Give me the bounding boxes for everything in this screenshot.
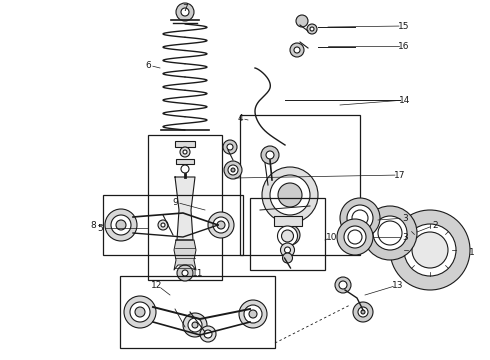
Bar [273,216,301,226]
Circle shape [361,310,365,314]
Circle shape [224,161,242,179]
Text: 15: 15 [398,22,410,31]
Circle shape [183,313,207,337]
Circle shape [244,305,262,323]
Circle shape [286,231,294,239]
Circle shape [277,226,297,246]
Circle shape [358,307,368,317]
Circle shape [335,277,351,293]
Circle shape [281,230,294,242]
Circle shape [266,151,274,159]
Text: 5: 5 [97,224,103,233]
Circle shape [161,223,165,227]
Circle shape [262,167,318,223]
Text: 7: 7 [182,4,188,13]
Bar [120,276,275,348]
Circle shape [188,318,202,332]
Circle shape [135,307,145,317]
Circle shape [204,330,212,338]
Circle shape [290,43,304,57]
Circle shape [177,265,193,281]
Circle shape [280,243,294,257]
Circle shape [310,27,314,31]
Text: 6: 6 [145,60,151,69]
Circle shape [176,3,194,21]
Circle shape [180,147,190,157]
Bar [250,198,325,270]
Circle shape [378,221,402,245]
Bar [148,135,222,280]
Circle shape [228,165,238,175]
Circle shape [116,220,126,230]
Circle shape [249,310,257,318]
Polygon shape [175,177,195,240]
Text: 8: 8 [90,220,96,230]
Circle shape [231,168,235,172]
Text: 4: 4 [237,113,243,122]
Circle shape [347,205,373,231]
Circle shape [130,302,150,322]
Circle shape [239,300,267,328]
Circle shape [278,183,302,207]
Circle shape [390,210,470,290]
Text: 14: 14 [399,95,411,104]
Circle shape [373,216,407,250]
Circle shape [200,326,216,342]
Circle shape [352,210,368,226]
Circle shape [183,150,187,154]
Text: 3: 3 [402,213,408,222]
Text: 1: 1 [469,248,475,257]
Bar [103,195,243,255]
Circle shape [158,220,168,230]
Circle shape [192,322,198,328]
Circle shape [339,281,347,289]
Circle shape [105,209,137,241]
Text: 3: 3 [402,233,408,242]
Circle shape [296,15,308,27]
Circle shape [111,215,131,235]
Circle shape [217,221,225,229]
Circle shape [337,219,373,255]
Circle shape [412,232,448,268]
Circle shape [124,296,156,328]
Circle shape [283,253,293,263]
Text: 2: 2 [432,220,438,230]
Text: 16: 16 [398,41,410,50]
Circle shape [340,198,380,238]
Text: 11: 11 [192,269,204,278]
Text: 10: 10 [326,233,338,242]
Bar [176,159,194,164]
Bar [175,141,195,147]
Circle shape [208,212,234,238]
Bar [240,115,360,255]
Circle shape [181,8,189,16]
Circle shape [285,247,291,253]
Circle shape [404,224,456,276]
Circle shape [348,230,362,244]
Circle shape [280,225,300,245]
Text: 13: 13 [392,280,404,289]
Circle shape [294,47,300,53]
Circle shape [344,226,366,248]
Circle shape [353,302,373,322]
Circle shape [223,140,237,154]
Text: 9: 9 [172,198,178,207]
Circle shape [227,144,233,150]
Circle shape [261,146,279,164]
Polygon shape [174,240,196,270]
Circle shape [182,270,188,276]
Circle shape [363,206,417,260]
Text: 12: 12 [151,280,163,289]
Circle shape [307,24,317,34]
Circle shape [181,165,189,173]
Text: 17: 17 [394,171,406,180]
Circle shape [270,175,310,215]
Circle shape [213,217,229,233]
